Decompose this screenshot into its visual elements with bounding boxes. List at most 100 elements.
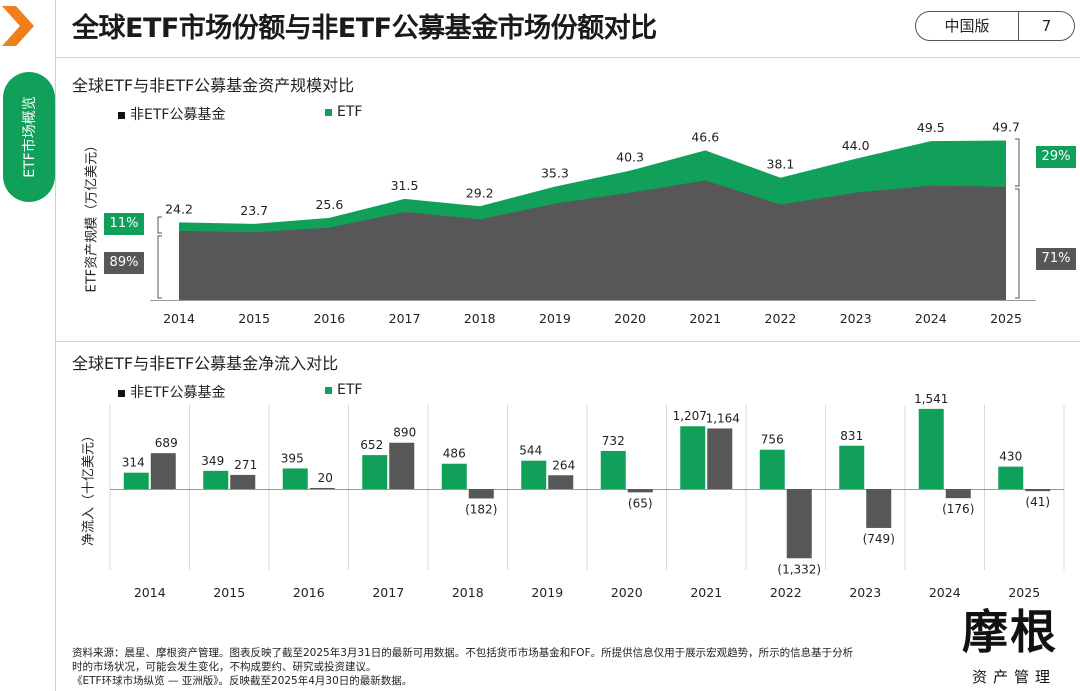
sidebar-tab-etf-overview[interactable]: ETF市场概览: [3, 72, 55, 202]
x-tick-label: 2023: [849, 585, 881, 600]
non-etf-value-label: (1,332): [777, 562, 821, 576]
non-etf-value-label: (65): [628, 496, 653, 510]
chevron-right-icon: [2, 6, 34, 46]
end-etf-bracket: [1015, 138, 1020, 187]
x-tick-label: 2022: [765, 311, 797, 326]
x-tick-label: 2021: [689, 311, 721, 326]
start-etf-share-badge: 11%: [104, 213, 144, 235]
non-etf-bar: [389, 442, 415, 489]
end-etf-share-badge: 29%: [1036, 146, 1076, 168]
non-etf-bar: [548, 475, 574, 489]
etf-bar: [998, 466, 1024, 489]
end-non-etf-share-badge: 71%: [1036, 248, 1076, 270]
etf-value-label: 1,207: [673, 409, 707, 423]
non-etf-bar: [230, 474, 256, 489]
edition-label: 中国版: [944, 17, 990, 35]
edition-badge: 中国版 7: [915, 11, 1075, 41]
x-tick-label: 2014: [163, 311, 195, 326]
total-label: 31.5: [391, 178, 419, 193]
non-etf-bar: [866, 489, 892, 528]
legend-swatch-non-etf: [118, 111, 125, 119]
page-title: 全球ETF市场份额与非ETF公募基金市场份额对比: [72, 13, 657, 44]
etf-value-label: 314: [122, 456, 145, 470]
legend-swatch-etf: [325, 108, 332, 116]
non-etf-bar: [707, 428, 733, 489]
etf-bar: [521, 460, 547, 489]
total-label: 24.2: [165, 201, 193, 216]
non-etf-bar: [468, 489, 494, 499]
x-tick-label: 2016: [293, 585, 325, 600]
x-tick-label: 2022: [770, 585, 802, 600]
total-label: 49.5: [917, 120, 945, 135]
bar-chart: 314 689 2014 349 271 2015 395 20 2016 652 890 2017 4…: [109, 392, 1065, 600]
x-tick-label: 2023: [840, 311, 872, 326]
total-label: 25.6: [315, 197, 343, 212]
x-tick-label: 2020: [611, 585, 643, 600]
non-etf-value-label: (176): [942, 502, 974, 516]
footnote-line-3: 《ETF环球市场纵览 — 亚洲版》。反映截至2025年4月30日的最新数据。: [72, 675, 413, 687]
non-etf-value-label: 689: [155, 436, 178, 450]
total-label: 46.6: [691, 129, 719, 144]
etf-value-label: 486: [443, 447, 466, 461]
header-divider: [55, 57, 1080, 58]
etf-value-label: 831: [840, 429, 863, 443]
non-etf-bar: [945, 489, 971, 499]
x-tick-label: 2018: [464, 311, 496, 326]
brand-subtitle: 资产管理: [972, 668, 1057, 686]
non-etf-area: [179, 180, 1006, 300]
total-label: 29.2: [466, 185, 494, 200]
etf-bar: [680, 426, 706, 489]
total-label: 49.7: [992, 119, 1020, 134]
etf-value-label: 349: [201, 454, 224, 468]
non-etf-value-label: 890: [393, 426, 416, 440]
brand-logo: 摩根: [962, 605, 1058, 659]
x-tick-label: 2016: [313, 311, 345, 326]
non-etf-bar: [309, 487, 335, 489]
x-tick-label: 2025: [990, 311, 1022, 326]
bar-chart-title: 全球ETF与非ETF公募基金净流入对比: [72, 354, 339, 373]
non-etf-value-label: (749): [863, 532, 895, 546]
x-tick-label: 2015: [213, 585, 245, 600]
total-label: 38.1: [767, 157, 795, 172]
etf-value-label: 756: [761, 433, 784, 447]
area-chart: 24.2 2014 23.7 2015 25.6 2016 31.5 2017 29.2 2018…: [150, 119, 1036, 326]
non-etf-bar: [786, 489, 812, 559]
total-label: 40.3: [616, 150, 644, 165]
x-tick-label: 2014: [134, 585, 166, 600]
etf-value-label: 544: [519, 444, 542, 458]
start-non-etf-bracket: [157, 235, 162, 299]
etf-bar: [839, 445, 865, 489]
non-etf-bar: [150, 453, 176, 489]
etf-value-label: 652: [360, 438, 383, 452]
etf-bar: [362, 455, 388, 489]
x-tick-label: 2024: [915, 311, 947, 326]
legend-non-etf-2: 非ETF公募基金: [118, 382, 225, 402]
x-tick-label: 2017: [389, 311, 421, 326]
area-chart-title: 全球ETF与非ETF公募基金资产规模对比: [72, 76, 355, 95]
end-non-etf-bracket: [1015, 188, 1020, 299]
footnote-line-2: 时的市场状况，可能会发生变化，不构成要约、研究或投资建议。: [72, 661, 377, 673]
x-tick-label: 2015: [238, 311, 270, 326]
x-tick-label: 2021: [690, 585, 722, 600]
x-tick-label: 2018: [452, 585, 484, 600]
non-etf-value-label: 20: [318, 471, 333, 485]
legend-etf: ETF: [325, 104, 362, 120]
etf-bar: [918, 408, 944, 489]
etf-bar: [441, 463, 467, 489]
total-label: 35.3: [541, 166, 569, 181]
non-etf-bar: [1025, 489, 1051, 492]
etf-bar: [203, 470, 229, 489]
x-tick-label: 2025: [1008, 585, 1040, 600]
legend-swatch-non-etf-2: [118, 389, 125, 397]
etf-bar: [600, 450, 626, 489]
etf-bar: [282, 468, 308, 489]
total-label: 23.7: [240, 203, 268, 218]
non-etf-bar: [627, 489, 653, 493]
legend-etf-2: ETF: [325, 382, 362, 398]
footnote: 资料来源：晨星、摩根资产管理。图表反映了截至2025年3月31日的最新可用数据。…: [72, 646, 942, 688]
etf-value-label: 1,541: [914, 392, 948, 406]
x-tick-label: 2019: [531, 585, 563, 600]
etf-value-label: 732: [602, 434, 625, 448]
non-etf-value-label: (182): [465, 502, 497, 516]
non-etf-value-label: 1,164: [706, 411, 740, 425]
